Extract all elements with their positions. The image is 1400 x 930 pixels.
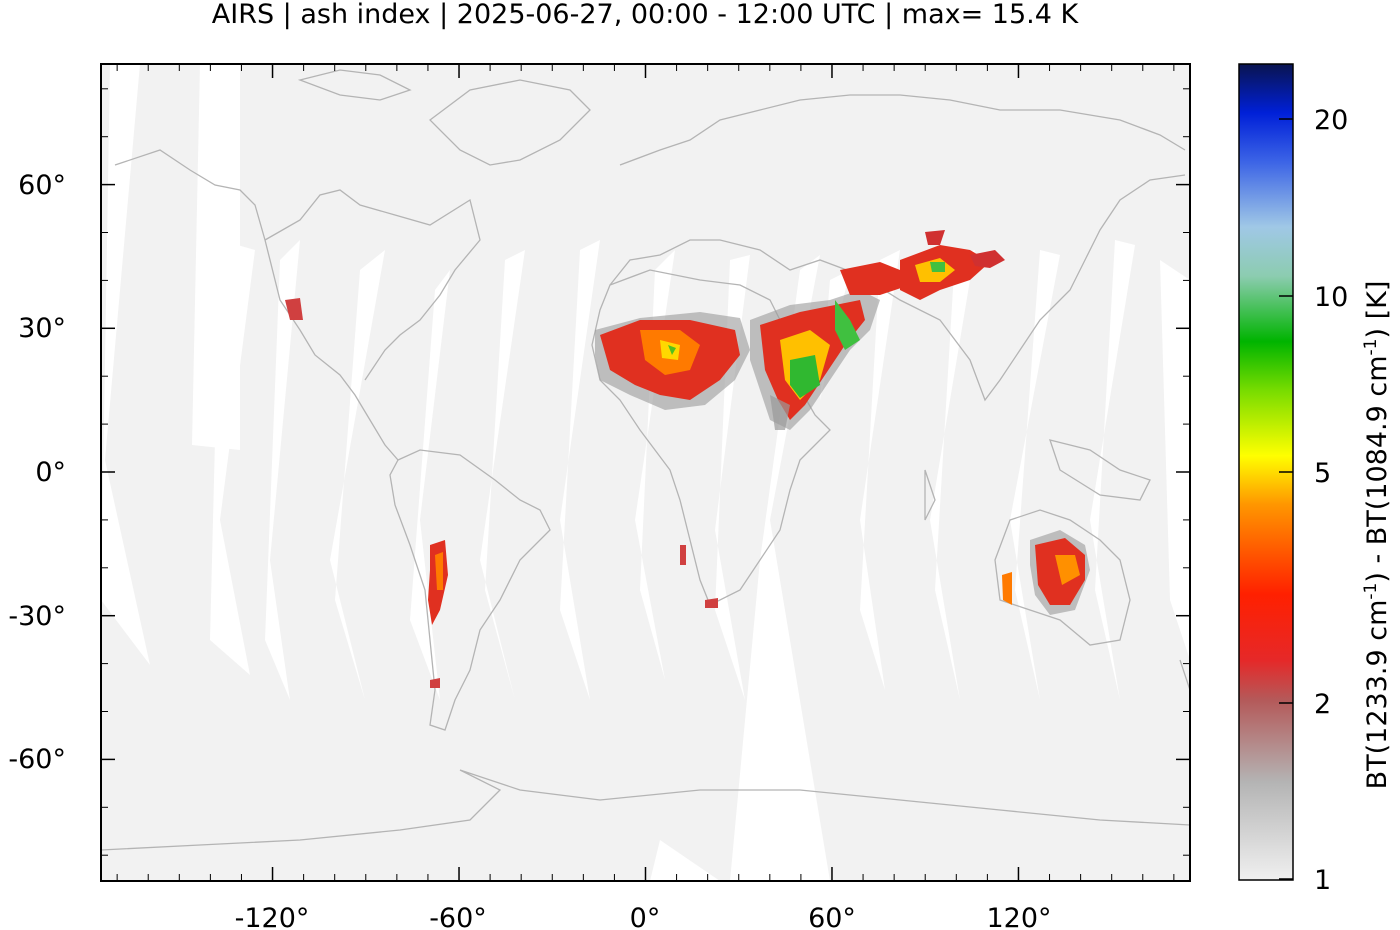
colorbar-label-2: 2 xyxy=(1314,689,1331,720)
colorbar-axis-label: BT(1233.9 cm-1) - BT(1084.9 cm-1) [K] xyxy=(1361,280,1393,790)
lat-label-neg60: -60° xyxy=(8,744,66,775)
lat-tick-labels: 60° 30° 0° -30° -60° xyxy=(8,170,66,775)
map-major-ticks xyxy=(101,64,1190,881)
lat-label-30: 30° xyxy=(18,313,66,344)
lon-label-60: 60° xyxy=(808,903,856,930)
map-minor-ticks xyxy=(101,64,1190,881)
lon-label-0: 0° xyxy=(630,903,661,930)
ash-index-field xyxy=(285,230,1090,688)
lon-tick-labels: -120° -60° 0° 60° 120° xyxy=(235,903,1052,930)
lat-label-60: 60° xyxy=(18,170,66,201)
colorbar-label-1: 1 xyxy=(1314,865,1331,896)
colorbar-ticks xyxy=(1279,118,1293,880)
lon-label-neg120: -120° xyxy=(235,903,310,930)
colorbar-tick-labels: 20 10 5 2 1 xyxy=(1314,105,1348,896)
colorbar-label-20: 20 xyxy=(1314,105,1348,136)
coastlines xyxy=(101,69,1190,851)
colorbar-label-5: 5 xyxy=(1314,458,1331,489)
map-title: AIRS | ash index | 2025-06-27, 00:00 - 1… xyxy=(211,0,1079,30)
lon-label-120: 120° xyxy=(986,903,1051,930)
colorbar-label-10: 10 xyxy=(1314,282,1348,313)
map-area xyxy=(101,64,1190,881)
lon-label-neg60: -60° xyxy=(429,903,487,930)
lat-label-0: 0° xyxy=(35,457,66,488)
lat-label-neg30: -30° xyxy=(8,601,66,632)
